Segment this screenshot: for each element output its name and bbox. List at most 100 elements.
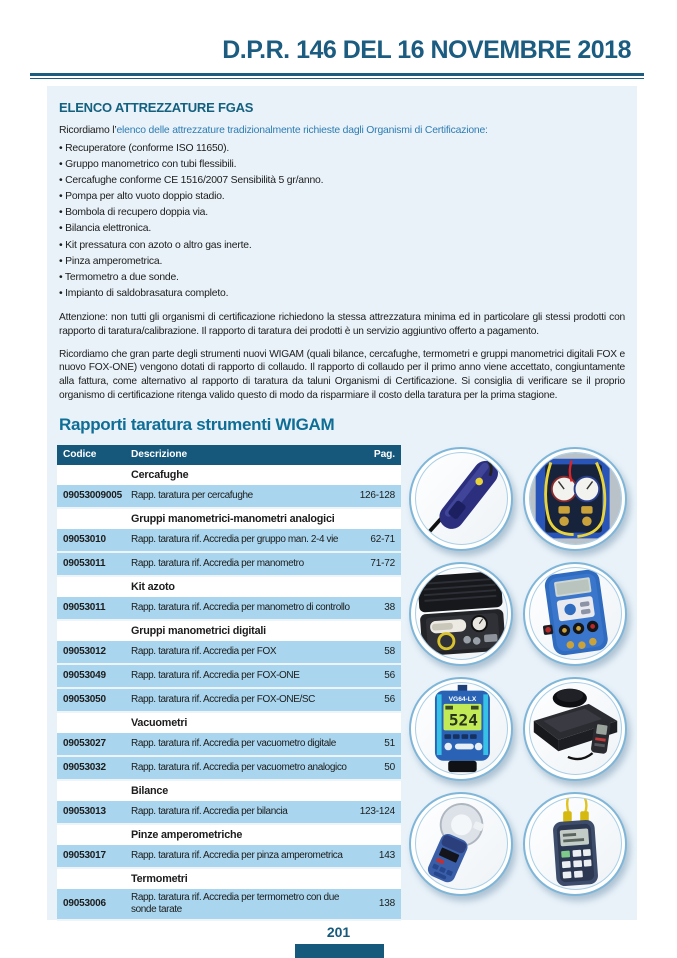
table-section-row: Kit azoto: [57, 576, 401, 597]
item-description: Rapp. taratura per cercafughe: [131, 490, 253, 502]
item-description: Rapp. taratura rif. Accredia per gruppo …: [131, 534, 339, 546]
equipment-list-item: • Gruppo manometrico con tubi flessibili…: [59, 159, 237, 171]
table-item-row: 09053012 Rapp. taratura rif. Accredia per…: [57, 640, 401, 665]
product-image-clamp-meter: [409, 791, 513, 896]
item-code: 09053010: [63, 534, 106, 546]
intro-prefix: Ricordiamo l’: [59, 125, 117, 136]
table-item-row: 09053009005 Rapp. taratura per cercafughe…: [57, 484, 401, 509]
item-description: Rapp. taratura rif. Accredia per vacuome…: [131, 762, 347, 774]
item-page-ref: 143: [378, 850, 395, 862]
equipment-list-item: • Impianto di saldobrasatura completo.: [59, 287, 229, 299]
equipment-list-item: • Recuperatore (conforme ISO 11650).: [59, 143, 230, 154]
section-label: Cercafughe: [131, 468, 189, 481]
table-item-row: 09053011 Rapp. taratura rif. Accredia per…: [57, 596, 401, 621]
section-label: Vacuometri: [131, 716, 188, 729]
section-label: Termometri: [131, 872, 188, 885]
vacuometer-display-value: 524: [448, 711, 477, 730]
table-section-row: Termometri: [57, 868, 401, 889]
table-item-row: 09053027 Rapp. taratura rif. Accredia per…: [57, 732, 401, 757]
item-description: Rapp. taratura rif. Accredia per manomet…: [131, 558, 304, 570]
title-divider: [30, 73, 644, 79]
product-image-leak-detector: [409, 446, 513, 551]
note-attention: Attenzione: non tutti gli organismi di c…: [59, 311, 625, 337]
note-wigam: Ricordiamo che gran parte degli strument…: [59, 348, 625, 401]
table-body: Cercafughe 09053009005 Rapp. taratura per …: [57, 464, 401, 921]
item-description: Rapp. taratura rif. Accredia per FOX-ONE: [131, 670, 300, 682]
table-header-row: Codice Descrizione Pag.: [57, 444, 401, 465]
table-section-row: Bilance: [57, 780, 401, 801]
product-image-nitrogen-kit-case: [409, 561, 513, 666]
item-page-ref: 71-72: [370, 558, 395, 570]
table-item-row: 09053010 Rapp. taratura rif. Accredia per…: [57, 528, 401, 553]
digital-vacuometer-photo: VG64-LX 524: [414, 682, 508, 776]
vacuometer-model-label: VG64-LX: [448, 696, 476, 703]
equipment-list-item: • Cercafughe conforme CE 1516/2007 Sensi…: [59, 175, 324, 187]
footer-bar: [295, 944, 384, 958]
table-section-row: Vacuometri: [57, 712, 401, 733]
table-item-row: 09053017 Rapp. taratura rif. Accredia per…: [57, 844, 401, 869]
product-image-manifold-gauge-set: [523, 446, 627, 551]
item-code: 09053006: [63, 898, 106, 910]
section-label: Gruppi manometrici digitali: [131, 624, 266, 637]
table-item-row: 09053011 Rapp. taratura rif. Accredia per…: [57, 552, 401, 577]
table-item-row: 09053013 Rapp. taratura rif. Accredia per…: [57, 800, 401, 825]
electronic-scale-photo: [528, 682, 622, 776]
taratura-table: Codice Descrizione Pag. Cercafughe 090530…: [57, 444, 401, 921]
table-and-gallery: Codice Descrizione Pag. Cercafughe 090530…: [57, 444, 627, 921]
item-page-ref: 138: [378, 898, 395, 910]
product-image-electronic-scale: [523, 676, 627, 781]
item-page-ref: 38: [384, 602, 395, 614]
product-image-digital-manifold-fox: [523, 561, 627, 666]
item-code: 09053011: [63, 558, 106, 570]
table-section-row: Cercafughe: [57, 464, 401, 485]
item-description: Rapp. taratura rif. Accredia per FOX: [131, 646, 277, 658]
section-label: Gruppi manometrici-manometri analogici: [131, 512, 335, 525]
item-code: 09053013: [63, 806, 106, 818]
item-description: Rapp. taratura rif. Accredia per bilanci…: [131, 806, 288, 818]
page-title: D.P.R. 146 DEL 16 NOVEMBRE 2018: [222, 36, 631, 64]
digital-manifold-fox-photo: [528, 567, 622, 661]
col-header-codice: Codice: [63, 449, 97, 461]
item-page-ref: 126-128: [359, 490, 396, 502]
item-code: 09053032: [63, 762, 106, 774]
equipment-list-item: • Kit pressatura con azoto o altro gas i…: [59, 239, 252, 251]
equipment-list: • Recuperatore (conforme ISO 11650). • Gr…: [59, 141, 627, 302]
item-code: 09053027: [63, 738, 106, 750]
item-code: 09053011: [63, 602, 106, 614]
item-description: Rapp. taratura rif. Accredia per FOX-ONE…: [131, 694, 315, 706]
content-panel: ELENCO ATTREZZATURE FGAS Ricordiamo l’el…: [47, 86, 637, 921]
table-section-row: Gruppi manometrici-manometri analogici: [57, 508, 401, 529]
item-description: Rapp. taratura rif. Accredia per manomet…: [131, 602, 350, 614]
section-title: Rapporti taratura strumenti WIGAM: [59, 414, 335, 434]
table-item-row: 09053049 Rapp. taratura rif. Accredia per…: [57, 664, 401, 689]
item-code: 09053050: [63, 694, 106, 706]
nitrogen-kit-case-photo: [414, 567, 508, 661]
item-page-ref: 50: [384, 762, 395, 774]
item-page-ref: 58: [384, 646, 395, 658]
table-item-row: 09053032 Rapp. taratura rif. Accredia per…: [57, 756, 401, 781]
item-page-ref: 56: [384, 694, 395, 706]
table-section-row: Pinze amperometriche: [57, 824, 401, 845]
manifold-gauge-set-photo: [528, 452, 622, 546]
item-code: 09053017: [63, 850, 106, 862]
item-description: Rapp. taratura rif. Accredia per vacuome…: [131, 738, 336, 750]
item-page-ref: 123-124: [359, 806, 396, 818]
item-code: 09053009005: [63, 490, 122, 502]
equipment-list-item: • Pinza amperometrica.: [59, 255, 163, 267]
table-section-row: Gruppi manometrici digitali: [57, 620, 401, 641]
item-page-ref: 51: [384, 738, 395, 750]
intro-text: Ricordiamo l’elenco delle attrezzature t…: [59, 125, 627, 136]
panel-heading: ELENCO ATTREZZATURE FGAS: [59, 100, 254, 115]
item-page-ref: 56: [384, 670, 395, 682]
product-image-dual-probe-thermometer: [523, 791, 627, 896]
item-description: Rapp. taratura rif. Accredia per pinza a…: [131, 850, 343, 862]
section-label: Bilance: [131, 784, 169, 797]
equipment-list-item: • Pompa per alto vuoto doppio stadio.: [59, 191, 225, 203]
section-label: Pinze amperometriche: [131, 828, 243, 841]
item-code: 09053049: [63, 670, 106, 682]
dual-probe-thermometer-photo: [528, 797, 622, 891]
item-page-ref: 62-71: [370, 534, 395, 546]
table-item-row: 09053050 Rapp. taratura rif. Accredia per…: [57, 688, 401, 713]
item-code: 09053012: [63, 646, 106, 658]
